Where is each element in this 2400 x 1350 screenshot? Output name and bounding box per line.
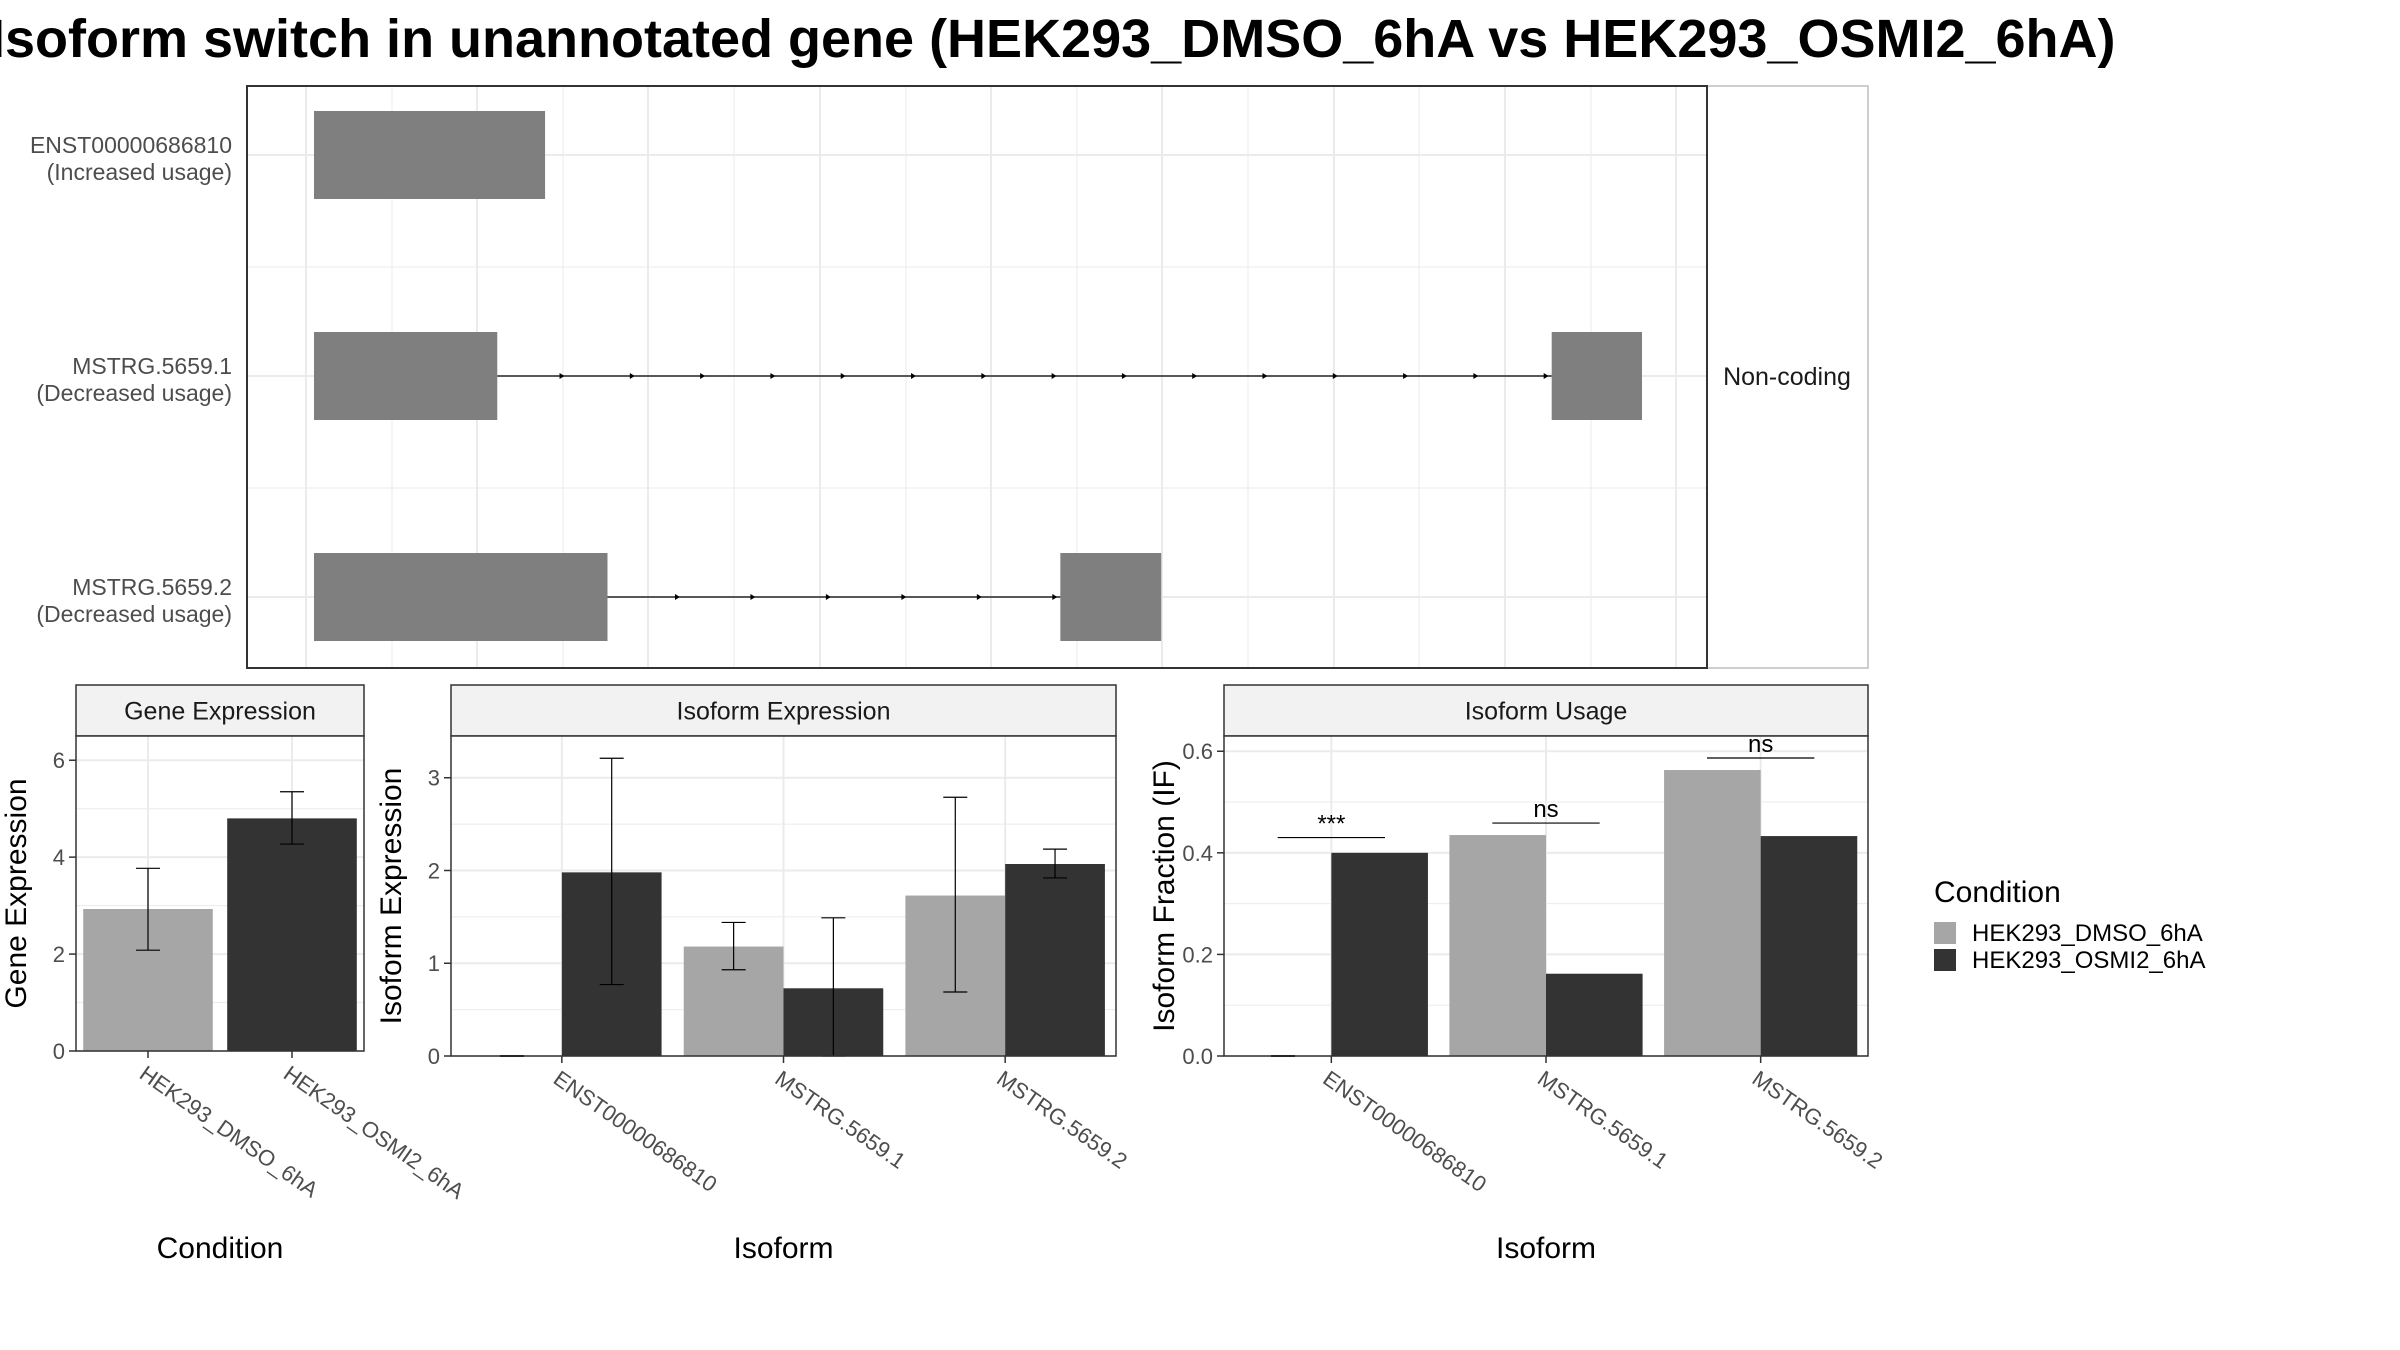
intron-arrow	[1473, 373, 1479, 379]
intron-arrow	[1543, 373, 1549, 379]
bar	[227, 818, 357, 1051]
y-tick-label: 0	[53, 1039, 65, 1064]
intron-arrow	[976, 594, 982, 600]
intron-arrow	[901, 594, 907, 600]
intron-arrow	[559, 373, 565, 379]
intron-arrow	[770, 373, 776, 379]
intron-arrow	[911, 373, 917, 379]
y-tick-label: 0.0	[1182, 1044, 1213, 1069]
isoform-id-label: MSTRG.5659.2	[72, 574, 232, 600]
structure-panel-border	[246, 85, 1708, 669]
significance-label: ns	[1533, 796, 1558, 823]
figure-title: Isoform switch in unannotated gene (HEK2…	[0, 9, 2116, 69]
y-tick-label: 1	[428, 951, 440, 976]
bar	[1760, 836, 1858, 1056]
x-tick-label: MSTRG.5659.2	[992, 1066, 1132, 1174]
legend-item-label: HEK293_OSMI2_6hA	[1972, 947, 2205, 974]
x-axis-title: Isoform	[733, 1232, 833, 1265]
isoform-id-label: ENST00000686810	[30, 132, 232, 158]
bar	[1664, 770, 1761, 1056]
intron-arrow	[629, 373, 635, 379]
legend-swatch	[1934, 922, 1956, 944]
legend-title: Condition	[1934, 876, 2061, 909]
y-tick-label: 3	[428, 766, 440, 791]
intron-arrow	[700, 373, 706, 379]
isoform-usage-panel: Isoform Usage 0.0 0.2 0.4 0.6 *** ns ns ENST0000…	[1148, 684, 1888, 1265]
intron-arrow	[1403, 373, 1409, 379]
y-tick-label: 2	[428, 858, 440, 883]
exon-block	[314, 553, 608, 641]
x-tick-label: MSTRG.5659.1	[771, 1066, 911, 1174]
legend-swatch	[1934, 949, 1956, 971]
bar	[1449, 835, 1546, 1056]
intron-arrow	[1262, 373, 1268, 379]
bar	[1331, 852, 1428, 1056]
y-axis-title: Isoform Expression	[375, 768, 408, 1025]
legend-item-label: HEK293_DMSO_6hA	[1972, 920, 2203, 947]
y-tick-label: 0.2	[1182, 942, 1213, 967]
intron-arrow	[674, 594, 680, 600]
panel-border	[75, 735, 365, 1052]
exon-block	[1551, 332, 1642, 420]
y-tick-label: 6	[53, 748, 65, 773]
bar	[1005, 864, 1105, 1056]
isoform-id-label: MSTRG.5659.1	[72, 353, 232, 379]
intron-arrow	[1052, 594, 1058, 600]
isoform-usage-label: (Decreased usage)	[36, 380, 232, 406]
panel-strip	[75, 684, 365, 737]
y-axis-title: Gene Expression	[0, 778, 33, 1008]
bar	[1546, 973, 1643, 1056]
x-tick-label: ENST00000686810	[549, 1066, 722, 1197]
panel-strip	[1223, 684, 1869, 737]
structure-panel: ENST00000686810(Increased usage) MSTRG.56…	[30, 85, 1869, 669]
intron-arrow	[1121, 373, 1127, 379]
x-axis-title: Condition	[157, 1232, 284, 1265]
panel-title: Isoform Usage	[1465, 698, 1628, 726]
y-tick-label: 4	[53, 845, 65, 870]
y-tick-label: 0.6	[1182, 739, 1213, 764]
intron-arrow	[750, 594, 756, 600]
isoform-usage-label: (Decreased usage)	[36, 601, 232, 627]
isoform-expression-panel: Isoform Expression 0 1 2 3 ENST00000686810 MST…	[375, 684, 1132, 1265]
x-axis-title: Isoform	[1496, 1232, 1596, 1265]
intron-arrow	[981, 373, 987, 379]
significance-label: ***	[1317, 811, 1345, 838]
x-tick-label: ENST00000686810	[1318, 1066, 1491, 1197]
intron-arrow	[1051, 373, 1057, 379]
y-tick-label: 0	[428, 1044, 440, 1069]
intron-arrow	[840, 373, 846, 379]
significance-label: ns	[1748, 731, 1773, 758]
exon-block	[1060, 553, 1162, 641]
structure-side-strip	[1706, 85, 1869, 669]
exon-block	[314, 111, 546, 199]
panel-title: Isoform Expression	[677, 698, 891, 726]
x-tick-label: MSTRG.5659.1	[1533, 1066, 1673, 1174]
coding-label: Non-coding	[1723, 363, 1851, 391]
intron-arrow	[1332, 373, 1338, 379]
x-tick-label: MSTRG.5659.2	[1748, 1066, 1888, 1174]
y-axis-title: Isoform Fraction (IF)	[1148, 760, 1181, 1032]
y-tick-label: 2	[53, 942, 65, 967]
isoform-usage-label: (Increased usage)	[47, 159, 232, 185]
y-tick-label: 0.4	[1182, 841, 1213, 866]
intron-arrow	[825, 594, 831, 600]
exon-block	[314, 332, 498, 420]
panel-title: Gene Expression	[124, 698, 316, 726]
intron-arrow	[1192, 373, 1198, 379]
